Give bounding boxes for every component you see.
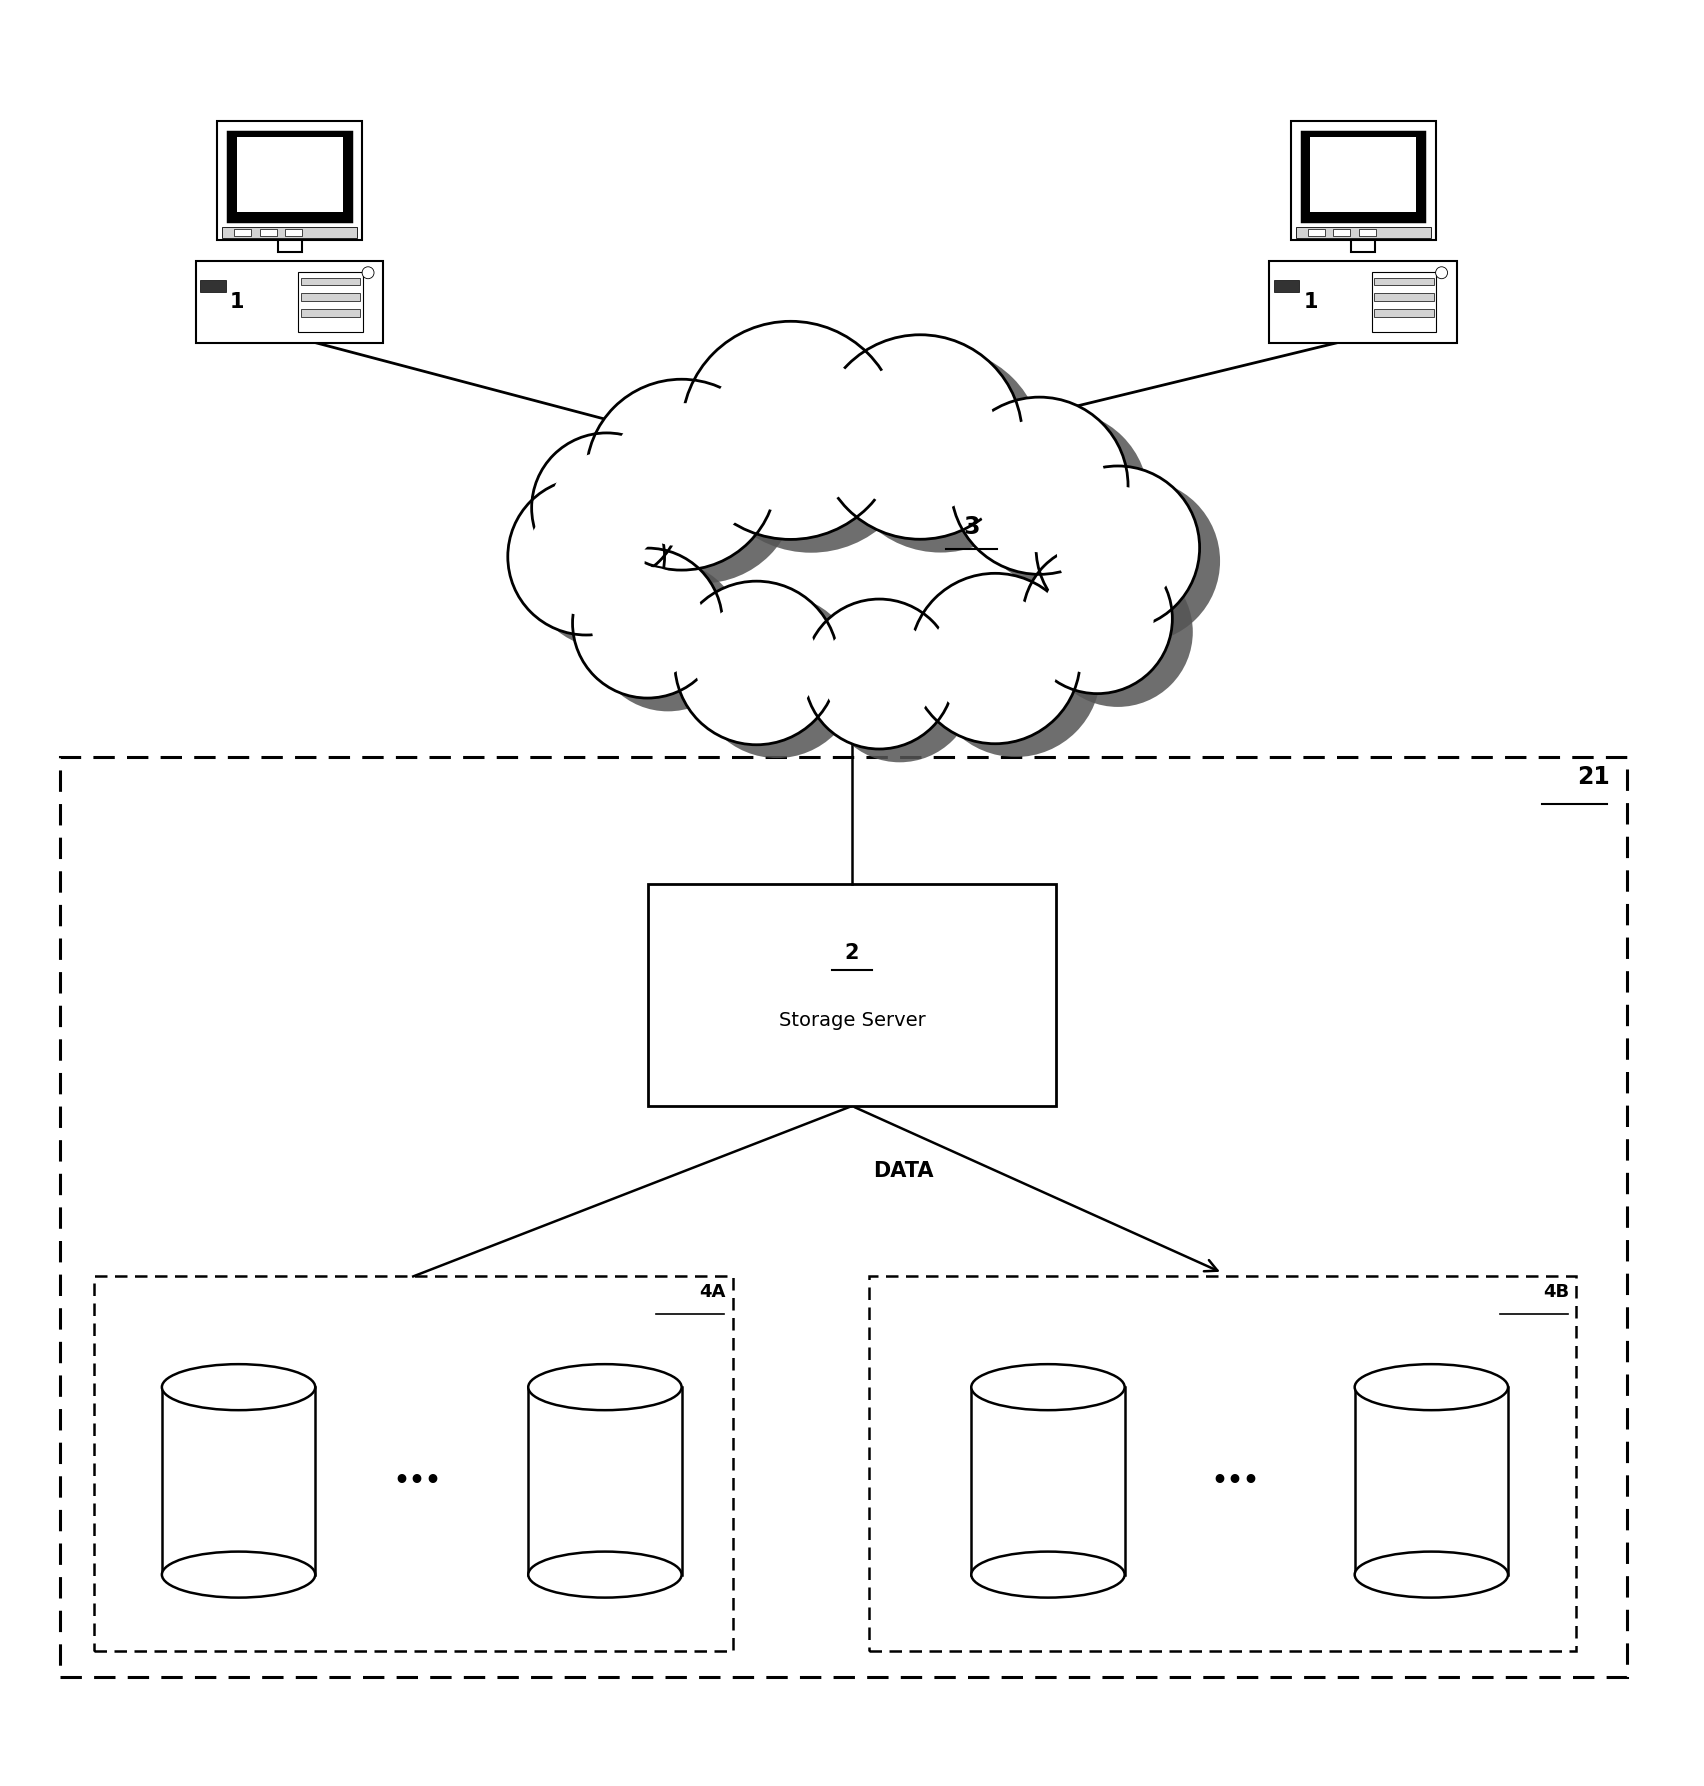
Bar [285, 229, 303, 236]
Ellipse shape [825, 613, 975, 763]
Bar [1292, 121, 1435, 241]
Bar [1269, 261, 1457, 343]
Ellipse shape [971, 411, 1148, 588]
Bar [528, 1388, 682, 1575]
Ellipse shape [930, 595, 1060, 722]
Ellipse shape [527, 498, 644, 616]
Ellipse shape [951, 396, 1128, 575]
Text: •••: ••• [1212, 1468, 1259, 1493]
Bar [1333, 229, 1350, 236]
Bar [227, 132, 351, 221]
Ellipse shape [573, 548, 722, 698]
Text: 1: 1 [1304, 291, 1317, 313]
Bar [648, 884, 1056, 1106]
Text: •••: ••• [394, 1468, 441, 1493]
Ellipse shape [1355, 1552, 1508, 1598]
Ellipse shape [532, 432, 682, 582]
Ellipse shape [971, 1552, 1125, 1598]
Bar [222, 227, 358, 238]
Ellipse shape [552, 446, 702, 597]
Ellipse shape [508, 479, 665, 636]
Ellipse shape [702, 334, 920, 552]
Bar [1295, 227, 1430, 238]
Bar [162, 1388, 315, 1575]
Bar [1372, 271, 1436, 332]
Ellipse shape [973, 420, 1106, 552]
Bar [1355, 1388, 1508, 1575]
Text: DATA: DATA [872, 1161, 934, 1181]
Ellipse shape [610, 404, 753, 547]
Ellipse shape [1036, 466, 1200, 629]
Text: Storage Server: Storage Server [779, 1011, 925, 1031]
Ellipse shape [591, 566, 704, 679]
Ellipse shape [162, 1552, 315, 1598]
Ellipse shape [162, 1365, 315, 1411]
Text: 4B: 4B [1544, 1282, 1569, 1302]
Text: 1: 1 [230, 291, 244, 313]
Bar [233, 229, 252, 236]
Ellipse shape [804, 598, 954, 748]
Bar [1309, 229, 1326, 236]
Ellipse shape [593, 561, 743, 711]
Bar [1375, 279, 1435, 286]
Ellipse shape [1041, 563, 1154, 675]
Bar [300, 279, 361, 286]
Bar [1351, 241, 1375, 252]
Ellipse shape [586, 379, 777, 570]
Ellipse shape [528, 1365, 682, 1411]
Ellipse shape [709, 348, 872, 513]
Bar [237, 138, 343, 213]
Bar [94, 1277, 733, 1652]
Ellipse shape [1355, 1365, 1508, 1411]
Bar [218, 121, 363, 241]
Ellipse shape [1435, 266, 1447, 279]
Text: 2: 2 [845, 943, 859, 963]
Ellipse shape [1056, 479, 1220, 643]
Ellipse shape [528, 491, 685, 648]
Ellipse shape [971, 1365, 1125, 1411]
Ellipse shape [607, 393, 797, 584]
Ellipse shape [818, 334, 1022, 539]
Bar [971, 1388, 1125, 1575]
Ellipse shape [695, 595, 859, 757]
Ellipse shape [1056, 486, 1179, 609]
Bar [1375, 309, 1435, 316]
Ellipse shape [695, 602, 818, 725]
Ellipse shape [682, 321, 900, 539]
Ellipse shape [1022, 543, 1172, 693]
Ellipse shape [838, 348, 1043, 552]
Ellipse shape [675, 580, 838, 745]
Ellipse shape [843, 361, 997, 514]
Ellipse shape [361, 266, 375, 279]
Bar [261, 229, 278, 236]
Ellipse shape [823, 618, 935, 730]
Ellipse shape [528, 1552, 682, 1598]
Bar [1302, 132, 1425, 221]
Ellipse shape [930, 586, 1101, 757]
Bar [60, 757, 1627, 1677]
Bar [869, 1277, 1576, 1652]
Text: 3: 3 [963, 514, 980, 539]
Ellipse shape [1043, 557, 1193, 707]
Bar [1375, 293, 1435, 300]
Bar [201, 280, 225, 291]
Text: 4A: 4A [700, 1282, 726, 1302]
Bar [1310, 138, 1416, 213]
Bar [278, 241, 302, 252]
Bar [300, 309, 361, 316]
Bar [298, 271, 363, 332]
Bar [300, 293, 361, 300]
Text: 21: 21 [1578, 764, 1610, 789]
Ellipse shape [910, 573, 1080, 743]
Bar [196, 261, 383, 343]
Ellipse shape [550, 452, 663, 564]
Bar [1358, 229, 1375, 236]
Bar [1275, 280, 1298, 291]
